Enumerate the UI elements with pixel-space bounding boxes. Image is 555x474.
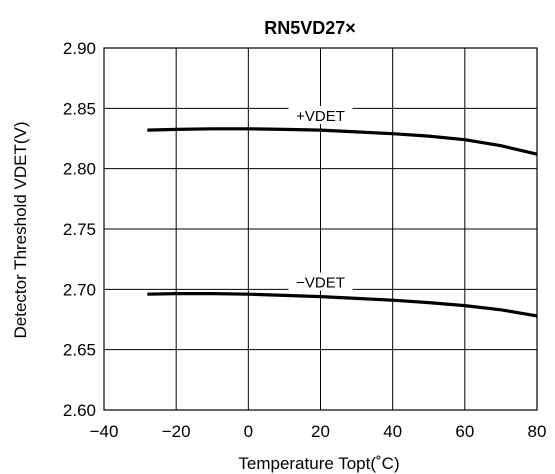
- x-tick-label: −40: [90, 422, 119, 441]
- series-line-0: [147, 127, 538, 156]
- y-tick-label: 2.80: [63, 160, 96, 179]
- x-tick-label: 40: [383, 422, 402, 441]
- x-tick-labels: −40 −20 0 20 40 60 80: [90, 422, 547, 441]
- series-lines: [147, 127, 538, 318]
- y-axis-label: Detector Threshold VDET(V): [11, 122, 30, 339]
- y-tick-label: 2.85: [63, 99, 96, 118]
- x-axis-label: Temperature Topt(˚C): [238, 454, 399, 473]
- y-tick-labels: 2.60 2.65 2.70 2.75 2.80 2.85 2.90: [63, 39, 96, 420]
- series-label-1: −VDET: [296, 275, 345, 292]
- series-line-1: [147, 292, 538, 318]
- x-tick-label: 60: [455, 422, 474, 441]
- x-tick-label: 0: [244, 422, 253, 441]
- series-label-bg: [288, 272, 353, 291]
- y-tick-label: 2.75: [63, 220, 96, 239]
- plot-frame: [103, 47, 538, 411]
- x-tick-label: 20: [311, 422, 330, 441]
- series-label-bg: [288, 106, 353, 125]
- series-labels: +VDET −VDET: [288, 106, 353, 292]
- y-tick-label: 2.70: [63, 280, 96, 299]
- y-tick-label: 2.65: [63, 341, 96, 360]
- y-tick-label: 2.90: [63, 39, 96, 58]
- y-tick-label: 2.60: [63, 401, 96, 420]
- x-tick-label: 80: [528, 422, 547, 441]
- x-tick-label: −20: [162, 422, 191, 441]
- grid: [104, 48, 537, 410]
- chart-title: RN5VD27×: [264, 18, 356, 38]
- series-label-0: +VDET: [296, 108, 345, 125]
